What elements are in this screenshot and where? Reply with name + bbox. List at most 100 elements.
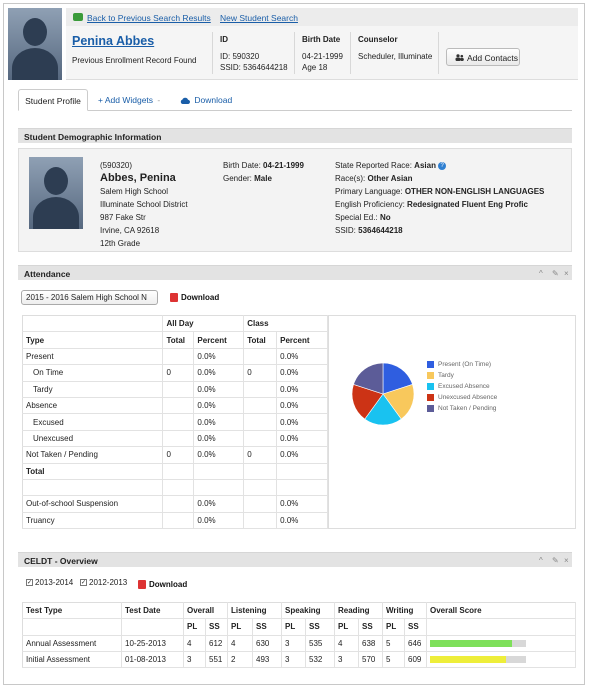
tab-add-widgets[interactable]: + Add Widgets -: [98, 89, 160, 111]
class-percent-cell: 0.0%: [276, 430, 328, 448]
attendance-table: All Day Class Type Total Percent Total P…: [21, 314, 328, 530]
score-bar-track: [430, 639, 526, 647]
close-icon[interactable]: ×: [564, 556, 569, 565]
score-bar-fill: [430, 639, 512, 647]
col-ss: SS: [252, 618, 282, 636]
allday-total-cell: [162, 463, 195, 480]
attendance-pie-chart: Present (On Time) Tardy Excused Absence Une…: [328, 315, 576, 529]
tab-download[interactable]: Download: [180, 89, 232, 111]
birth-date-value: 04-21-1999: [302, 52, 343, 61]
counselor-label: Counselor: [358, 35, 398, 44]
allday-percent-cell: 0.0%: [193, 430, 245, 448]
help-icon[interactable]: ?: [438, 161, 447, 170]
demo-birth: Birth Date: 04-21-1999: [223, 161, 304, 170]
student-name-link[interactable]: Penina Abbes: [72, 34, 155, 48]
new-student-search-link[interactable]: New Student Search: [220, 13, 298, 23]
att-type-cell: Total: [21, 463, 164, 480]
class-total-cell: 0: [243, 446, 278, 464]
table-row: Unexcused 0.0% 0.0%: [21, 430, 328, 448]
demo-language: Primary Language: OTHER NON-ENGLISH LANG…: [335, 187, 545, 196]
att-type-cell: Out-of-school Suspension: [21, 495, 164, 513]
class-total-cell: [243, 512, 278, 530]
allday-percent-cell: 0.0%: [193, 495, 245, 513]
collapse-icon[interactable]: ^: [539, 269, 543, 278]
collapse-icon[interactable]: ^: [539, 556, 543, 565]
attendance-download-link[interactable]: Download: [181, 293, 220, 302]
class-percent-cell: 0.0%: [276, 381, 328, 398]
table-row: Present 0.0% 0.0%: [21, 348, 328, 366]
tab-bar: Student Profile + Add Widgets - Download: [18, 89, 572, 111]
att-type-cell: Tardy: [21, 381, 164, 398]
allday-total-cell: [162, 381, 195, 398]
group-class: Class: [243, 314, 328, 333]
add-contacts-button[interactable]: Add Contacts: [446, 48, 520, 66]
student-header: Penina Abbes Previous Enrollment Record …: [66, 26, 578, 80]
legend-label: Present (On Time): [438, 361, 492, 368]
filter-label-2012-2013: 2012-2013: [89, 578, 128, 587]
people-icon: [455, 54, 464, 61]
celdt-cell-o-pl: 4: [183, 635, 206, 652]
year-school-select[interactable]: 2015 - 2016 Salem High School N: [21, 290, 158, 305]
tab-student-profile[interactable]: Student Profile: [18, 89, 88, 111]
col-percent: Percent: [276, 331, 328, 349]
attendance-section-header: Attendance ^ ✎ ×: [18, 265, 572, 280]
legend-swatch: [427, 372, 434, 379]
col-pl: PL: [382, 618, 405, 636]
allday-percent-cell: 0.0%: [193, 413, 245, 431]
att-type-cell: [21, 479, 164, 497]
table-row: Type Total Percent Total Percent: [21, 331, 328, 349]
overall-score-cell: [426, 635, 576, 652]
demo-races: Race(s): Other Asian: [335, 174, 413, 183]
legend-label: Tardy: [438, 372, 454, 379]
edit-icon[interactable]: ✎: [552, 556, 559, 565]
class-total-cell: [243, 479, 278, 497]
attendance-title: Attendance: [24, 269, 71, 279]
celdt-cell-type: Annual Assessment: [22, 635, 122, 652]
demo-school: Salem High School: [100, 187, 169, 196]
close-icon[interactable]: ×: [564, 269, 569, 278]
celdt-cell-date: 01-08-2013: [121, 651, 184, 669]
back-to-results-link[interactable]: Back to Previous Search Results: [87, 13, 211, 23]
cloud-download-icon: [180, 97, 191, 105]
table-row: Not Taken / Pending 0 0.0% 0 0.0%: [21, 446, 328, 464]
demo-street: 987 Fake Str: [100, 213, 146, 222]
back-arrow-icon: [73, 13, 83, 21]
col-type: Type: [21, 331, 164, 349]
allday-total-cell: [162, 479, 195, 497]
table-row: Tardy 0.0% 0.0%: [21, 381, 328, 398]
celdt-cell-r-ss: 638: [358, 635, 383, 652]
demographic-panel: (590320) Abbes, Penina Salem High School…: [18, 148, 572, 252]
att-type-cell: Unexcused: [21, 430, 164, 448]
filter-checkbox-2012-2013[interactable]: ✓: [80, 579, 87, 586]
app-window: Back to Previous Search Results New Stud…: [3, 3, 585, 685]
col-ss: SS: [305, 618, 335, 636]
legend-label: Excused Absence: [438, 383, 490, 390]
allday-total-cell: 0: [162, 364, 195, 382]
celdt-table: Test Type Test Date Overall Listening Sp…: [22, 601, 576, 669]
allday-percent-cell: [193, 479, 245, 497]
att-type-cell: Not Taken / Pending: [21, 446, 164, 464]
filter-checkbox-2013-2014[interactable]: ✓: [26, 579, 33, 586]
celdt-cell-s-ss: 535: [305, 635, 335, 652]
celdt-cell-r-pl: 4: [334, 635, 359, 652]
allday-percent-cell: 0.0%: [193, 348, 245, 366]
col-ss: SS: [404, 618, 427, 636]
class-total-cell: [243, 381, 278, 398]
celdt-download-link[interactable]: Download: [149, 580, 188, 589]
demo-city: Irvine, CA 92618: [100, 226, 160, 235]
student-avatar: [8, 8, 62, 80]
pdf-icon: [170, 293, 178, 302]
table-row: Annual Assessment 10-25-2013 4 612 4 630 3 535 4…: [22, 635, 576, 652]
celdt-cell-date: 10-25-2013: [121, 635, 184, 652]
allday-total-cell: 0: [162, 446, 195, 464]
allday-total-cell: [162, 397, 195, 415]
col-overall: Overall: [183, 601, 228, 620]
pdf-icon: [138, 580, 146, 589]
overall-score-cell: [426, 651, 576, 669]
class-total-cell: [243, 495, 278, 513]
col-speaking: Speaking: [281, 601, 335, 620]
celdt-cell-r-ss: 570: [358, 651, 383, 669]
allday-percent-cell: 0.0%: [193, 446, 245, 464]
table-row: On Time 0 0.0% 0 0.0%: [21, 364, 328, 382]
edit-icon[interactable]: ✎: [552, 269, 559, 278]
